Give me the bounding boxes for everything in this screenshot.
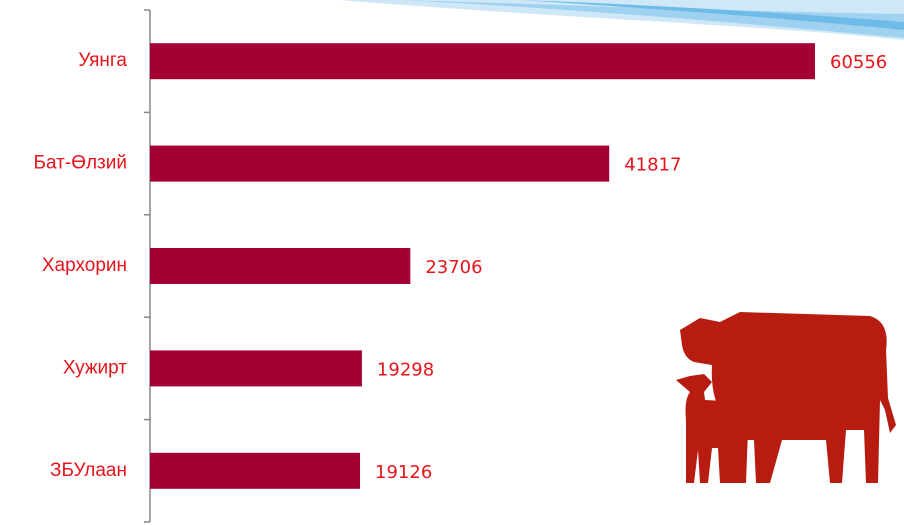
value-label: 19298 xyxy=(377,359,434,380)
category-separators xyxy=(144,10,150,522)
category-label: Хархорин xyxy=(42,255,127,276)
bar xyxy=(150,453,360,489)
decoration-swoosh xyxy=(340,0,904,40)
category-label: ЗБУлаан xyxy=(50,460,127,481)
bar xyxy=(150,248,410,284)
category-label: Хужирт xyxy=(63,357,127,378)
category-label: Уянга xyxy=(78,50,127,71)
category-label: Бат-Өлзий xyxy=(34,153,127,174)
value-label: 41817 xyxy=(624,155,681,176)
value-label: 60556 xyxy=(830,52,887,73)
value-label: 23706 xyxy=(425,257,482,278)
chart: Уянга 60556 Бат-Өлзий 41817 Хархорин 23706 Хуж… xyxy=(0,0,904,525)
bar xyxy=(150,350,362,386)
bar xyxy=(150,43,815,79)
value-label: 19126 xyxy=(375,462,432,483)
decoration-cows xyxy=(676,312,896,483)
bar xyxy=(150,146,609,182)
